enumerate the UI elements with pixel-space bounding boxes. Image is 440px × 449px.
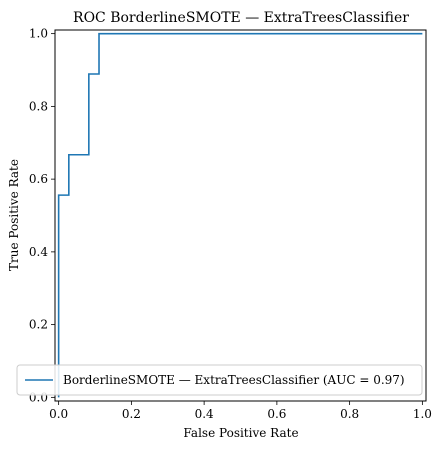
legend: BorderlineSMOTE — ExtraTreesClassifier (…: [16, 364, 423, 396]
x-axis-label: False Positive Rate: [183, 426, 298, 440]
series-group: [57, 32, 423, 398]
y-tick-label: 0.2: [29, 318, 48, 332]
x-tick-label: 0.6: [267, 407, 286, 421]
x-tick-label: 1.0: [413, 407, 432, 421]
plot-frame: [54, 29, 427, 402]
y-tick-label: 0.8: [29, 99, 48, 113]
y-axis-label: True Positive Rate: [7, 159, 21, 271]
roc-curve-line: [57, 32, 423, 398]
y-axis-ticks: 0.00.20.40.60.81.0: [29, 27, 55, 404]
y-tick-label: 1.0: [29, 27, 48, 41]
x-tick-label: 0.4: [195, 407, 214, 421]
y-tick-label: 0.4: [29, 245, 48, 259]
y-tick-label: 0.6: [29, 172, 48, 186]
legend-box: [16, 364, 423, 396]
x-tick-label: 0.0: [49, 407, 68, 421]
chart-title: ROC BorderlineSMOTE — ExtraTreesClassifi…: [73, 10, 409, 26]
x-tick-label: 0.2: [122, 407, 141, 421]
x-axis-ticks: 0.0 0.2 0.4 0.6 0.8 1.0: [49, 401, 432, 421]
legend-entry-label: BorderlineSMOTE — ExtraTreesClassifier (…: [63, 373, 405, 387]
x-tick-label: 0.8: [340, 407, 359, 421]
